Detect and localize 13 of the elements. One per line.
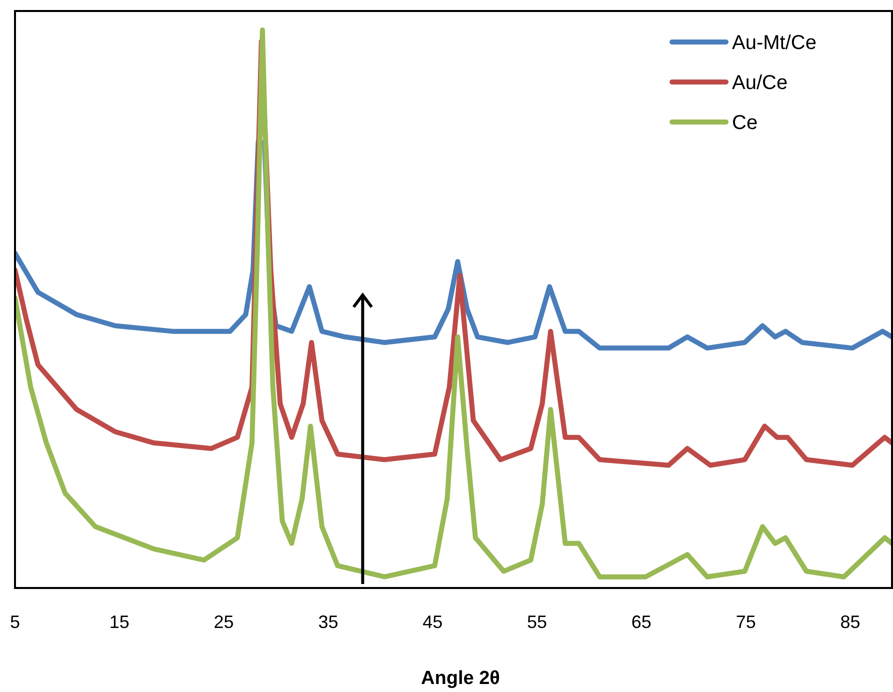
x-tick-label: 55 [527,612,548,632]
x-tick-label: 15 [109,612,130,632]
legend-label: Au/Ce [732,72,788,94]
x-tick-label: 45 [422,612,443,632]
x-tick-label: 5 [10,612,20,632]
x-tick-label: 75 [736,612,756,632]
x-tick-label: 35 [318,612,338,632]
x-tick-label: 85 [840,612,860,632]
legend-label: Ce [732,112,758,134]
x-axis-title: Angle 2θ [421,668,500,689]
legend-label: Au-Mt/Ce [732,32,816,54]
x-tick-label: 25 [214,612,234,632]
x-tick-label: 65 [631,612,652,632]
